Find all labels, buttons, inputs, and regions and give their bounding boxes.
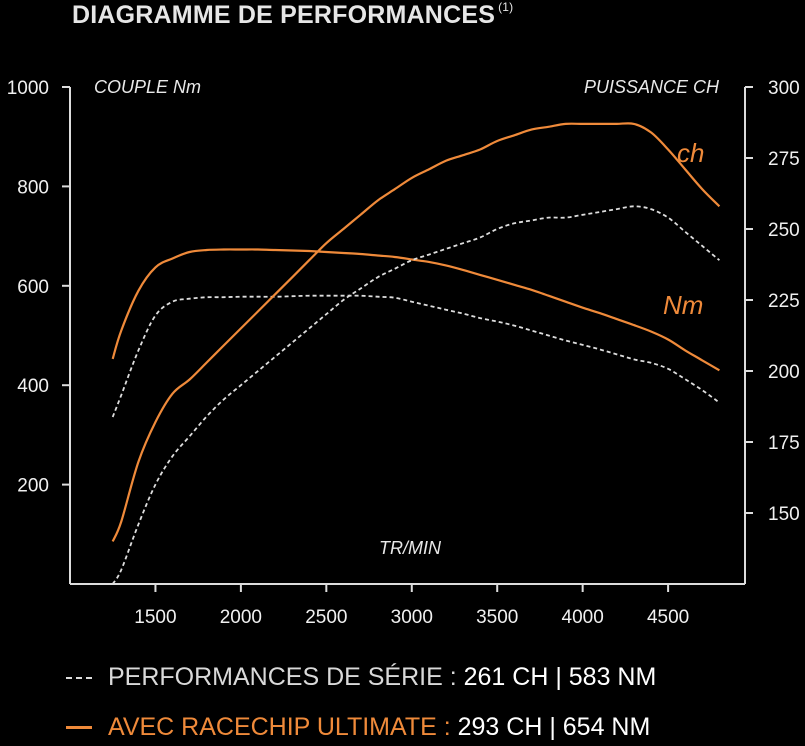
legend-racechip-label: AVEC RACECHIP ULTIMATE : (108, 713, 451, 741)
left-axis-tick-label: 800 (17, 177, 49, 198)
x-axis-label: TR/MIN (379, 538, 442, 558)
legend-stock-value: 261 CH | 583 NM (463, 663, 657, 691)
x-axis-tick-label: 4000 (562, 607, 604, 628)
series-power-stock-line (111, 205, 720, 585)
right-axis-tick-label: 150 (768, 504, 800, 525)
right-axis-label: PUISSANCE CH (584, 77, 720, 97)
left-axis-tick-label: 200 (17, 476, 49, 497)
legend-stock-dash-icon (66, 676, 92, 679)
right-axis-tick-label: 175 (768, 433, 800, 454)
x-axis-tick-label: 2000 (220, 607, 262, 628)
left-axis-label: COUPLE Nm (94, 77, 201, 97)
right-axis-tick-label: 300 (768, 78, 800, 99)
x-axis-tick-label: 4500 (647, 607, 689, 628)
annotation-ch: ch (677, 138, 704, 168)
right-axis-tick-label: 200 (768, 362, 800, 383)
x-axis-tick-label: 3000 (391, 607, 433, 628)
legend-stock-label: PERFORMANCES DE SÉRIE : (108, 663, 457, 691)
x-axis-tick-label: 3500 (476, 607, 518, 628)
series-power-racechip-line (111, 122, 721, 542)
left-axis-tick-label: 1000 (7, 78, 49, 99)
legend-stock: PERFORMANCES DE SÉRIE : 261 CH | 583 NM (66, 663, 656, 692)
right-axis-tick-label: 225 (768, 291, 800, 312)
title-footnote: (1) (498, 0, 514, 14)
x-axis-tick-label: 2500 (305, 607, 347, 628)
right-axis-tick-label: 275 (768, 149, 800, 170)
legend-racechip-line-icon (66, 726, 92, 729)
series-torque-stock-line (111, 294, 720, 418)
legend-racechip-value: 293 CH | 654 NM (457, 713, 651, 741)
x-axis-tick-label: 1500 (134, 607, 176, 628)
left-axis-tick-label: 600 (17, 277, 49, 298)
right-axis-tick-label: 250 (768, 220, 800, 241)
performance-chart: 200 400 600 800 1000 150 175 200 225 250 275 300 150… (7, 77, 800, 628)
chart-title-text: DIAGRAMME DE PERFORMANCES (72, 1, 496, 29)
series-torque-racechip-line (111, 248, 720, 372)
chart-title: DIAGRAMME DE PERFORMANCES (1) (72, 0, 513, 30)
legend-racechip: AVEC RACECHIP ULTIMATE : 293 CH | 654 NM (66, 713, 650, 742)
annotation-nm: Nm (663, 290, 703, 320)
left-axis-tick-label: 400 (17, 376, 49, 397)
